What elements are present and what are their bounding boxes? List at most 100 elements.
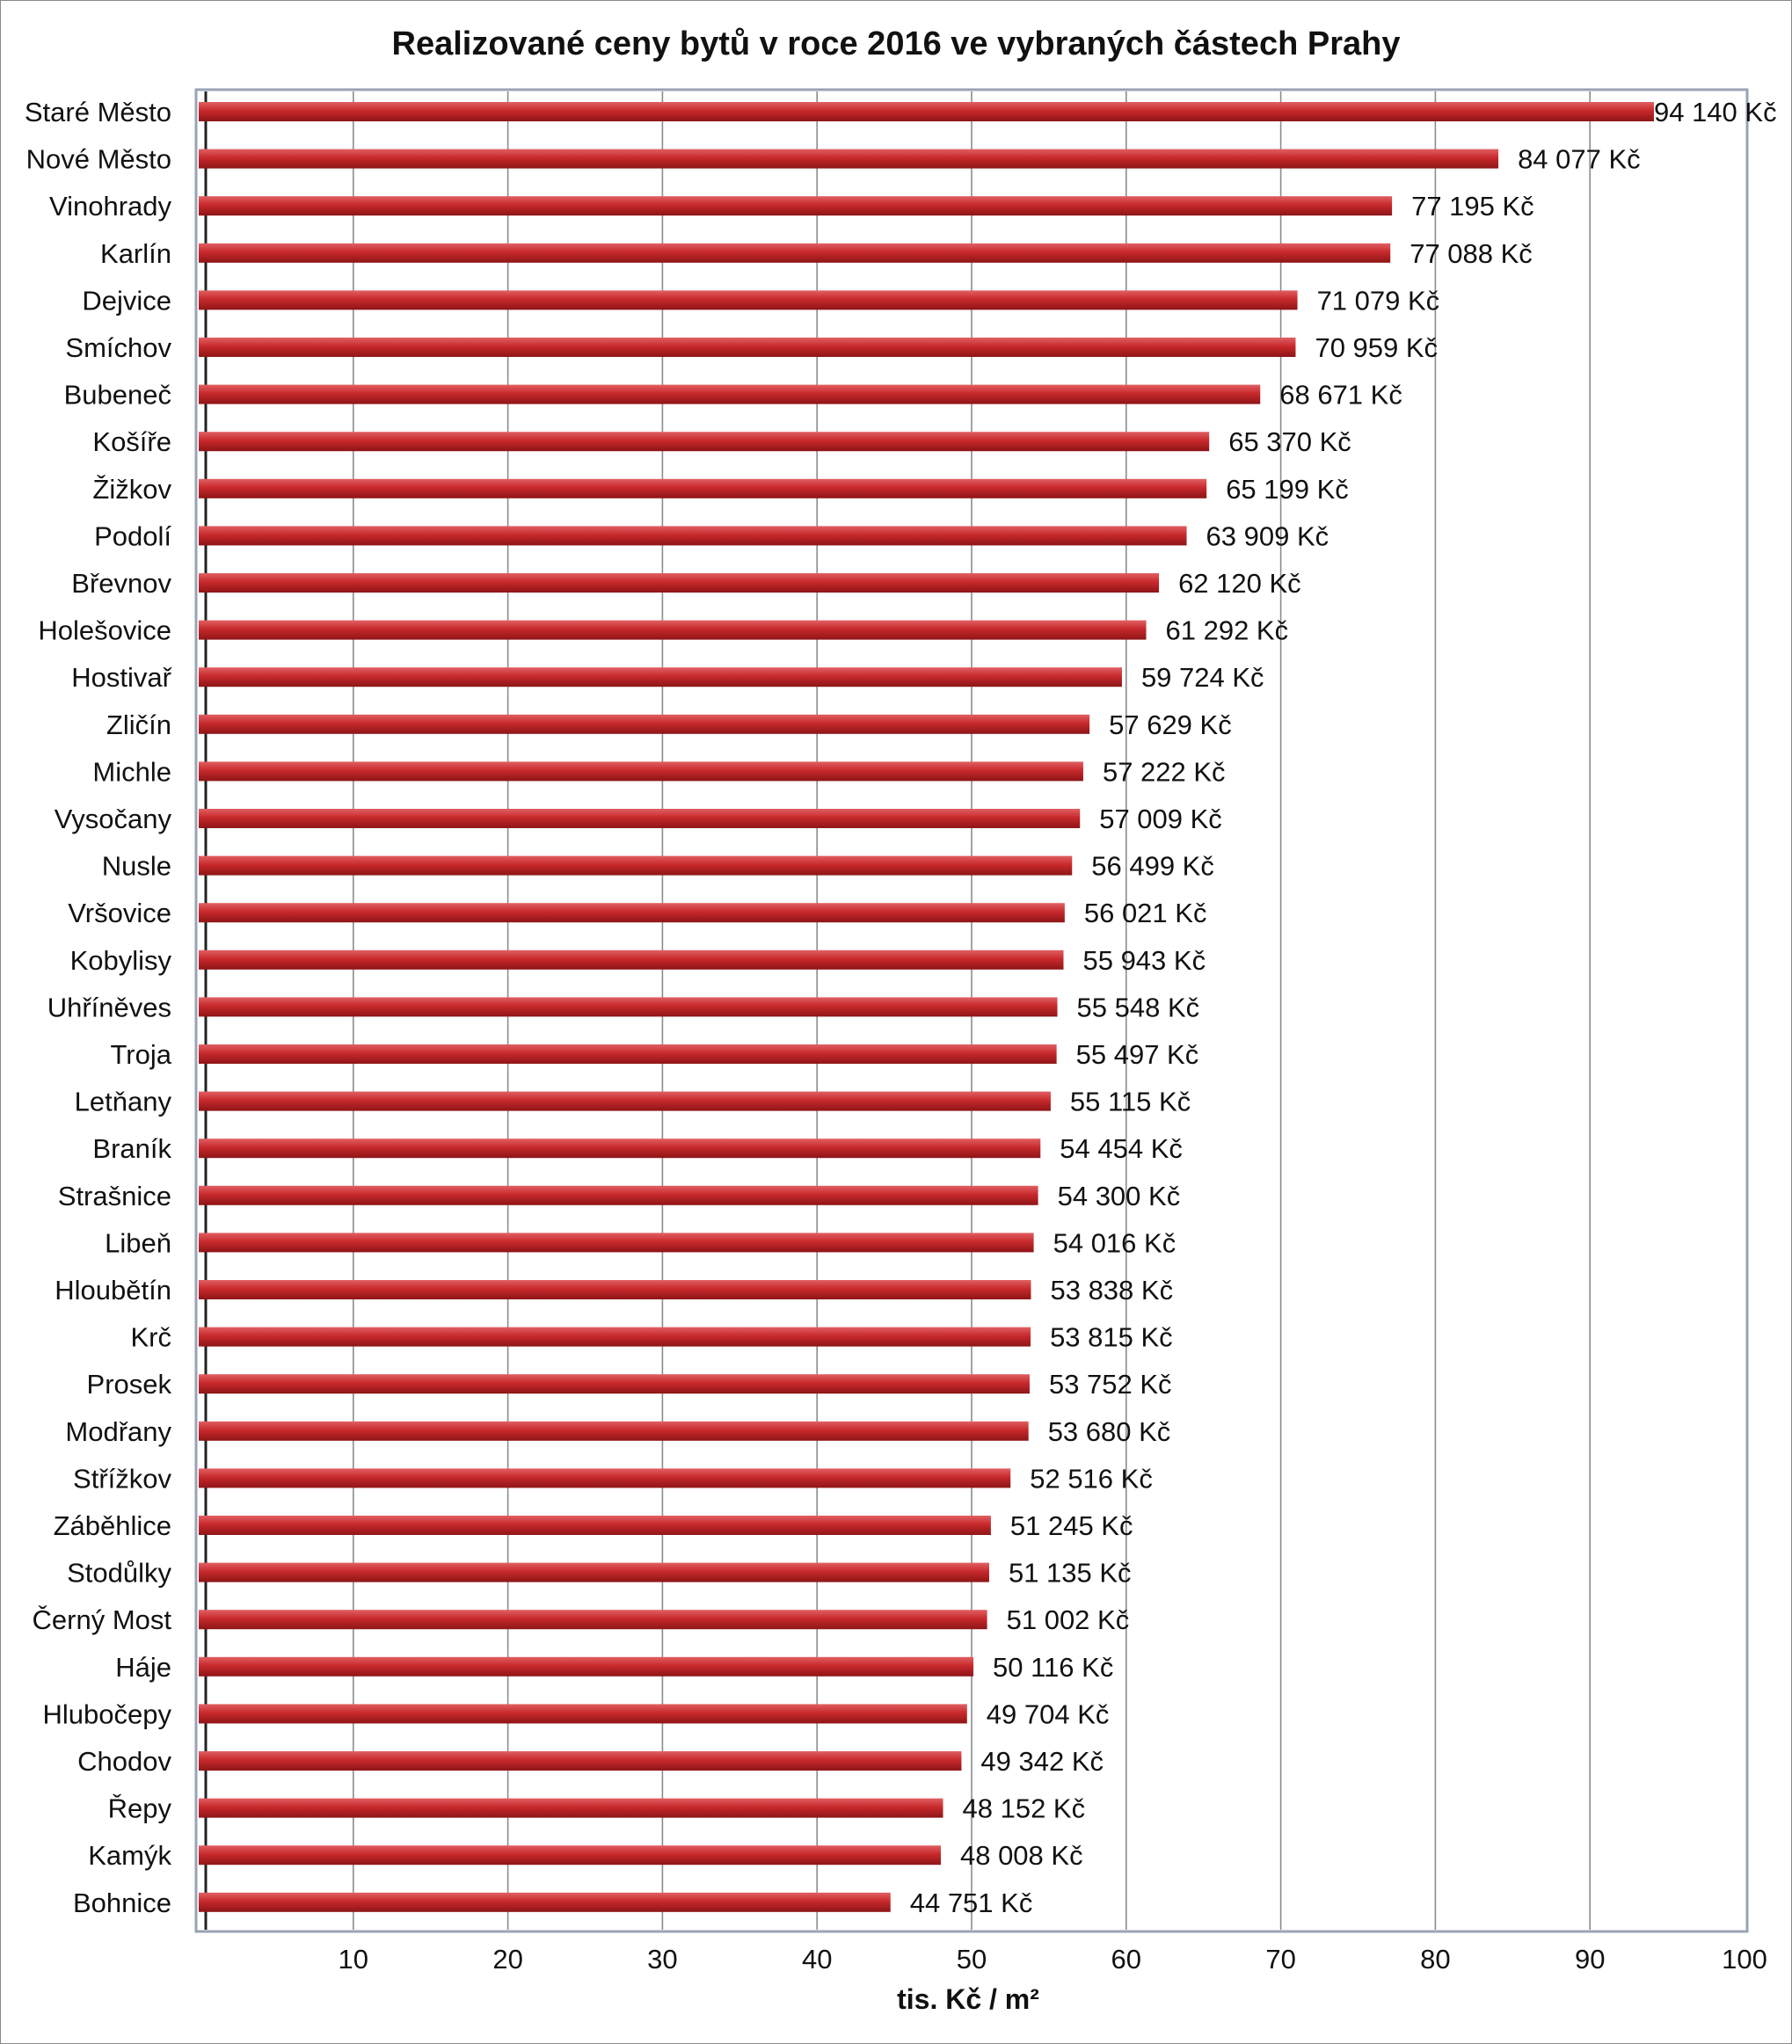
value-label: 55 548 Kč [1077, 992, 1200, 1022]
category-label: Strašnice [58, 1181, 171, 1211]
category-label: Hloubětín [55, 1275, 171, 1306]
value-label: 50 116 Kč [993, 1652, 1113, 1683]
bar [199, 1421, 1029, 1441]
category-label: Zličín [106, 709, 171, 740]
bar [199, 196, 1393, 216]
bar [199, 1138, 1041, 1159]
bar [199, 1233, 1034, 1253]
category-label: Černý Most [33, 1604, 172, 1635]
bar [199, 1892, 891, 1912]
bar [199, 338, 1296, 357]
value-label: 49 704 Kč [987, 1698, 1110, 1729]
value-label: 57 222 Kč [1103, 756, 1226, 787]
value-label: 77 195 Kč [1411, 191, 1534, 222]
bar [199, 1845, 941, 1866]
bar [199, 1280, 1031, 1299]
value-label: 94 140 Kč [1654, 97, 1777, 127]
bar [199, 526, 1187, 546]
bar [199, 573, 1160, 593]
x-tick-label: 50 [957, 1944, 987, 1975]
bar [199, 1468, 1011, 1488]
category-label: Letňany [75, 1087, 172, 1117]
bar [199, 1185, 1038, 1205]
value-label: 54 454 Kč [1060, 1133, 1183, 1164]
value-label: 51 135 Kč [1009, 1558, 1132, 1589]
value-label: 71 079 Kč [1317, 285, 1440, 316]
category-label: Vršovice [68, 898, 171, 928]
category-label: Stodůlky [67, 1558, 171, 1589]
value-label: 53 815 Kč [1050, 1322, 1173, 1353]
category-label: Smíchov [65, 332, 171, 363]
category-labels: Staré Město Nové Město Vinohrady Karlín Dejv… [25, 97, 172, 1918]
value-label: 70 959 Kč [1315, 332, 1438, 363]
category-label: Háje [115, 1652, 171, 1683]
bar [199, 1374, 1030, 1394]
value-label: 84 077 Kč [1518, 144, 1641, 175]
x-tick-label: 60 [1111, 1944, 1141, 1975]
category-label: Podolí [94, 520, 171, 551]
bar [199, 1516, 991, 1535]
bar [199, 384, 1261, 404]
value-label: 68 671 Kč [1279, 380, 1402, 411]
value-label: 54 300 Kč [1058, 1181, 1181, 1211]
value-label: 59 724 Kč [1141, 662, 1264, 693]
value-label: 65 199 Kč [1226, 474, 1349, 505]
x-tick-label: 10 [339, 1944, 368, 1975]
value-label: 77 088 Kč [1410, 238, 1533, 269]
bar [199, 949, 1064, 970]
value-label: 55 497 Kč [1076, 1039, 1199, 1070]
value-label: 62 120 Kč [1178, 568, 1301, 599]
value-label: 52 516 Kč [1030, 1463, 1153, 1494]
value-label: 57 629 Kč [1109, 709, 1232, 740]
value-label: 51 245 Kč [1010, 1510, 1133, 1541]
bar [199, 149, 1499, 169]
category-label: Uhříněves [47, 992, 171, 1022]
value-label: 44 751 Kč [910, 1888, 1033, 1918]
x-tick-label: 100 [1722, 1944, 1767, 1975]
category-label: Vinohrady [49, 191, 172, 222]
category-label: Karlín [100, 238, 171, 269]
value-label: 53 752 Kč [1049, 1369, 1172, 1400]
bar [199, 761, 1083, 782]
bar [199, 809, 1081, 828]
bar [199, 432, 1210, 452]
bar [199, 102, 1654, 121]
category-label: Troja [111, 1039, 172, 1070]
bar [199, 714, 1090, 734]
category-label: Žižkov [92, 474, 171, 505]
bar [199, 1656, 974, 1677]
category-label: Holešovice [38, 615, 171, 646]
category-label: Braník [92, 1133, 171, 1164]
category-label: Kobylisy [70, 945, 172, 976]
x-tick-label: 40 [802, 1944, 832, 1975]
bar [199, 1751, 962, 1771]
category-label: Hlubočepy [43, 1698, 172, 1729]
value-label: 65 370 Kč [1228, 426, 1351, 457]
category-label: Nové Město [26, 144, 171, 175]
bar [199, 855, 1073, 876]
value-label: 56 021 Kč [1084, 898, 1207, 928]
category-label: Libeň [105, 1227, 171, 1258]
category-label: Krč [131, 1322, 172, 1353]
category-label: Záběhlice [54, 1510, 171, 1541]
category-label: Vysočany [55, 804, 172, 834]
bar [199, 903, 1065, 923]
bar [199, 667, 1122, 687]
category-label: Michle [92, 756, 171, 787]
bar [199, 1091, 1051, 1111]
category-label: Staré Město [25, 97, 171, 127]
category-label: Nusle [102, 851, 171, 882]
x-tick-label: 70 [1265, 1944, 1295, 1975]
bar [199, 997, 1058, 1017]
category-label: Břevnov [71, 568, 171, 599]
value-label: 49 342 Kč [980, 1746, 1104, 1777]
category-label: Modřany [65, 1416, 171, 1447]
x-tick-label: 30 [647, 1944, 677, 1975]
bar [199, 243, 1391, 263]
category-label: Prosek [87, 1369, 172, 1400]
bar [199, 1798, 943, 1818]
x-tick-label: 20 [492, 1944, 522, 1975]
category-label: Hostivař [71, 662, 171, 693]
category-label: Bohnice [73, 1888, 171, 1918]
